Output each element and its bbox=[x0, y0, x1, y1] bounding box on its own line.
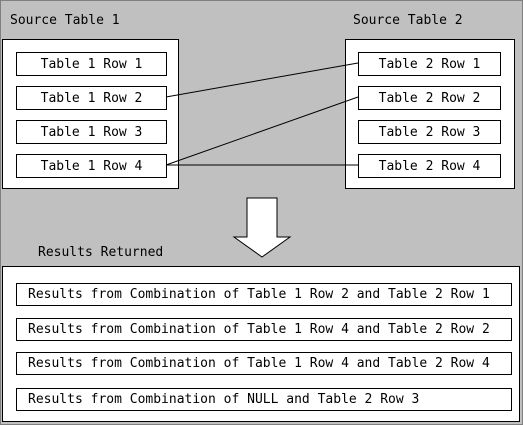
source-table-1-panel: Table 1 Row 1 Table 1 Row 2 Table 1 Row … bbox=[2, 39, 179, 189]
join-line-t1r4-t2r2 bbox=[165, 96, 359, 166]
table-2-row-3: Table 2 Row 3 bbox=[358, 120, 501, 144]
result-row-4: Results from Combination of NULL and Tab… bbox=[16, 388, 512, 411]
results-title: Results Returned bbox=[38, 245, 164, 260]
table-1-row-2: Table 1 Row 2 bbox=[16, 86, 167, 110]
table-2-row-4: Table 2 Row 4 bbox=[358, 154, 501, 178]
source-table-1-title: Source Table 1 bbox=[10, 13, 120, 28]
table-1-row-3: Table 1 Row 3 bbox=[16, 120, 167, 144]
table-2-row-1: Table 2 Row 1 bbox=[358, 52, 501, 76]
table-1-row-1: Table 1 Row 1 bbox=[16, 52, 167, 76]
down-arrow-icon bbox=[232, 197, 292, 258]
result-row-2: Results from Combination of Table 1 Row … bbox=[16, 318, 512, 341]
results-panel: Results from Combination of Table 1 Row … bbox=[2, 266, 520, 422]
table-1-row-4: Table 1 Row 4 bbox=[16, 154, 167, 178]
source-table-2-panel: Table 2 Row 1 Table 2 Row 2 Table 2 Row … bbox=[345, 39, 515, 189]
result-row-3: Results from Combination of Table 1 Row … bbox=[16, 352, 512, 375]
join-line-t1r2-t2r1 bbox=[165, 62, 359, 98]
table-2-row-2: Table 2 Row 2 bbox=[358, 86, 501, 110]
result-row-1: Results from Combination of Table 1 Row … bbox=[16, 283, 512, 306]
source-table-2-title: Source Table 2 bbox=[353, 13, 463, 28]
